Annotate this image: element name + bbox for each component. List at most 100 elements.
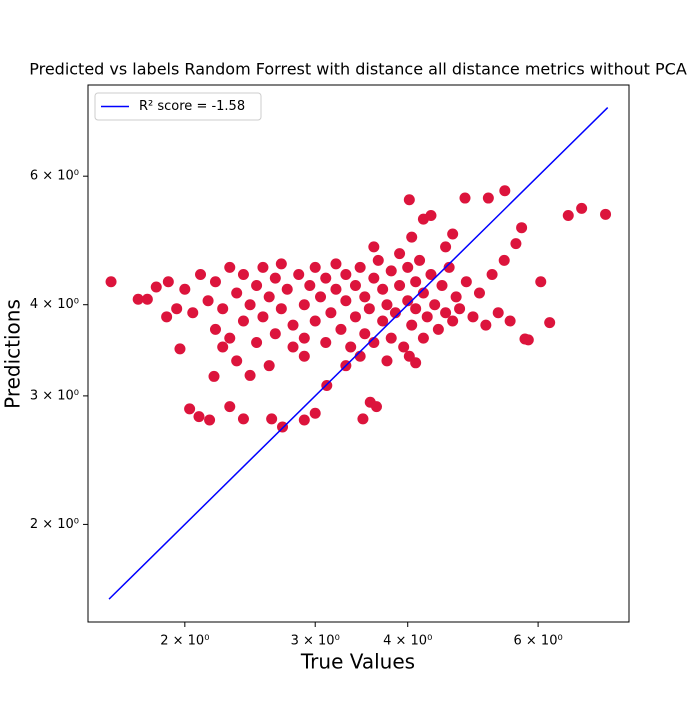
chart-title: Predicted vs labels Random Forrest with … bbox=[29, 60, 687, 79]
scatter-point bbox=[406, 231, 418, 243]
scatter-point bbox=[161, 311, 173, 323]
scatter-point bbox=[544, 317, 556, 329]
scatter-point bbox=[275, 258, 287, 270]
scatter-point bbox=[179, 283, 191, 295]
scatter-point bbox=[377, 283, 389, 295]
scatter-point bbox=[162, 276, 174, 288]
scatter-point bbox=[224, 261, 236, 273]
scatter-point bbox=[398, 341, 410, 353]
scatter-point bbox=[440, 241, 452, 253]
scatter-point bbox=[522, 334, 534, 346]
scatter-point bbox=[340, 295, 352, 307]
scatter-point bbox=[498, 254, 510, 266]
scatter-point bbox=[330, 283, 342, 295]
x-tick-label: 3 × 10⁰ bbox=[291, 634, 340, 649]
scatter-point bbox=[414, 254, 426, 266]
scatter-point bbox=[187, 307, 199, 319]
scatter-point bbox=[281, 283, 293, 295]
scatter-point bbox=[244, 299, 256, 311]
y-tick-label: 2 × 10⁰ bbox=[30, 517, 79, 532]
scatter-point bbox=[504, 315, 516, 327]
scatter-point bbox=[150, 281, 162, 293]
scatter-point bbox=[402, 261, 414, 273]
scatter-point bbox=[359, 328, 371, 340]
scatter-point bbox=[257, 311, 269, 323]
scatter-point bbox=[132, 293, 144, 305]
scatter-point bbox=[325, 307, 337, 319]
scatter-point bbox=[406, 319, 418, 331]
scatter-point bbox=[447, 228, 459, 240]
scatter-point bbox=[499, 185, 511, 197]
scatter-point bbox=[454, 303, 466, 315]
scatter-point bbox=[141, 293, 153, 305]
scatter-point bbox=[516, 222, 528, 234]
scatter-point bbox=[298, 299, 310, 311]
scatter-point bbox=[371, 401, 383, 413]
scatter-point bbox=[277, 421, 289, 433]
scatter-point bbox=[298, 350, 310, 362]
scatter-point bbox=[403, 350, 415, 362]
scatter-point bbox=[486, 268, 498, 280]
scatter-point bbox=[372, 254, 384, 266]
scatter-point bbox=[421, 311, 433, 323]
scatter-point bbox=[432, 323, 444, 335]
x-axis-label: True Values bbox=[300, 650, 415, 674]
legend-label: R² score = -1.58 bbox=[139, 99, 245, 114]
scatter-point bbox=[209, 323, 221, 335]
scatter-point bbox=[298, 414, 310, 426]
scatter-point bbox=[473, 287, 485, 299]
scatter-point bbox=[193, 411, 205, 423]
scatter-point bbox=[417, 287, 429, 299]
scatter-point bbox=[402, 295, 414, 307]
scatter-point bbox=[105, 276, 117, 288]
scatter-point bbox=[510, 238, 522, 250]
scatter-point bbox=[251, 279, 263, 291]
scatter-point bbox=[251, 337, 263, 349]
legend-box bbox=[94, 92, 262, 121]
scatter-point bbox=[309, 407, 321, 419]
scatter-point bbox=[304, 279, 316, 291]
scatter-point bbox=[535, 276, 547, 288]
scatter-point bbox=[385, 332, 397, 344]
scatter-point bbox=[224, 401, 236, 413]
scatter-point bbox=[171, 303, 183, 315]
scatter-point bbox=[202, 295, 214, 307]
scatter-point bbox=[450, 291, 462, 303]
plot-area bbox=[105, 107, 612, 600]
scatter-point bbox=[217, 303, 229, 315]
scatter-point bbox=[389, 307, 401, 319]
scatter-point bbox=[231, 287, 243, 299]
scatter-point bbox=[368, 272, 380, 284]
scatter-point bbox=[440, 307, 452, 319]
scatter-point bbox=[600, 208, 612, 220]
scatter-point bbox=[381, 299, 393, 311]
scatter-point bbox=[257, 261, 269, 273]
y-axis-label: Predictions bbox=[1, 299, 25, 409]
scatter-point bbox=[403, 194, 415, 206]
scatter-point bbox=[480, 319, 492, 331]
scatter-point bbox=[345, 341, 357, 353]
scatter-point bbox=[315, 291, 327, 303]
scatter-point bbox=[330, 258, 342, 270]
scatter-point bbox=[195, 268, 207, 280]
scatter-point bbox=[209, 276, 221, 288]
scatter-point bbox=[410, 276, 422, 288]
scatter-point bbox=[447, 315, 459, 327]
y-tick-label: 3 × 10⁰ bbox=[30, 388, 79, 403]
scatter-point bbox=[459, 192, 471, 204]
scatter-point bbox=[381, 355, 393, 367]
scatter-point bbox=[266, 413, 278, 425]
scatter-point bbox=[298, 332, 310, 344]
scatter-point bbox=[492, 307, 504, 319]
legend: R² score = -1.58 bbox=[94, 92, 262, 121]
scatter-point bbox=[287, 319, 299, 331]
scatter-point bbox=[443, 261, 455, 273]
scatter-point bbox=[425, 268, 437, 280]
scatter-point bbox=[482, 192, 494, 204]
scatter-point bbox=[237, 413, 249, 425]
y-tick-label: 4 × 10⁰ bbox=[30, 297, 79, 312]
scatter-point bbox=[368, 241, 380, 253]
scatter-point bbox=[354, 261, 366, 273]
scatter-point bbox=[287, 341, 299, 353]
